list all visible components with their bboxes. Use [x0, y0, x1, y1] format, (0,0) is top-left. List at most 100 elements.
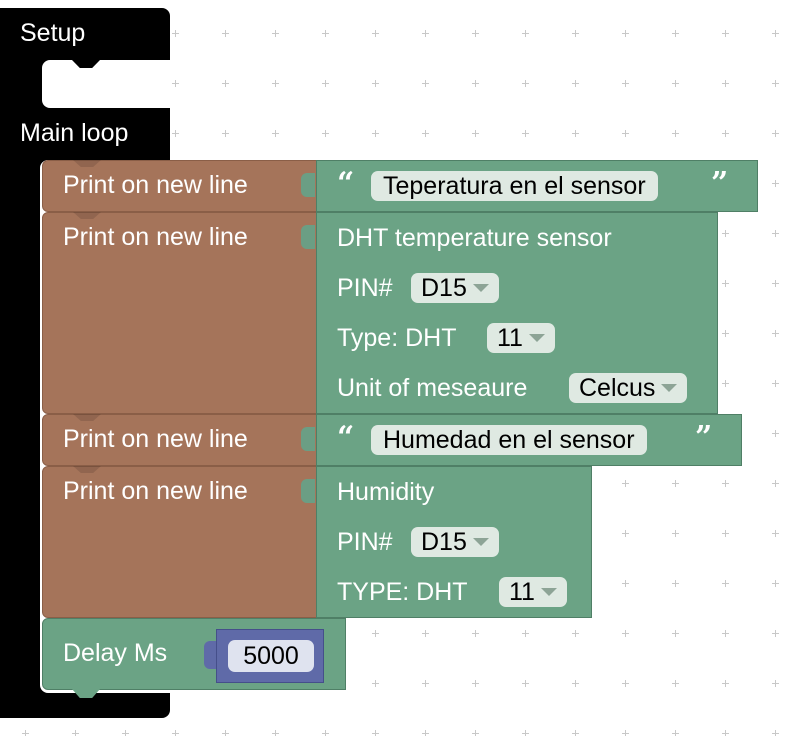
- grid-cross: [72, 730, 79, 736]
- setup-label: Setup: [20, 19, 86, 47]
- grid-cross: [722, 680, 729, 687]
- grid-cross: [772, 430, 779, 437]
- grid-cross: [772, 680, 779, 687]
- humidity-sensor-block[interactable]: Humidity PIN# D15 TYPE: DHT 11: [316, 466, 592, 618]
- string-block[interactable]: “ Humedad en el sensor ”: [316, 414, 742, 466]
- print-block[interactable]: Print on new line: [42, 466, 318, 618]
- type-value: 11: [497, 324, 523, 352]
- grid-cross: [572, 130, 579, 137]
- print-block[interactable]: Print on new line: [42, 160, 318, 212]
- grid-cross: [472, 80, 479, 87]
- grid-cross: [672, 530, 679, 537]
- grid-cross: [572, 680, 579, 687]
- grid-cross: [722, 80, 729, 87]
- grid-cross: [722, 630, 729, 637]
- print-block[interactable]: Print on new line: [42, 212, 318, 414]
- grid-cross: [722, 130, 729, 137]
- pin-label: PIN#: [337, 528, 393, 556]
- grid-cross: [672, 630, 679, 637]
- type-label: Type: DHT: [337, 324, 457, 352]
- grid-cross: [772, 330, 779, 337]
- grid-cross: [722, 530, 729, 537]
- grid-cross: [322, 130, 329, 137]
- unit-dropdown[interactable]: Celcus: [569, 373, 688, 403]
- grid-cross: [572, 30, 579, 37]
- grid-cross: [622, 80, 629, 87]
- close-quote-icon: ”: [711, 166, 729, 201]
- grid-cross: [222, 80, 229, 87]
- sensor-title: Humidity: [337, 478, 435, 506]
- string-field[interactable]: Humedad en el sensor: [371, 425, 647, 455]
- grid-cross: [772, 380, 779, 387]
- grid-cross: [372, 30, 379, 37]
- grid-cross: [472, 30, 479, 37]
- type-dropdown[interactable]: 11: [487, 323, 555, 353]
- grid-cross: [772, 480, 779, 487]
- grid-cross: [772, 730, 779, 736]
- grid-cross: [722, 580, 729, 587]
- grid-cross: [172, 730, 179, 736]
- value-input-connector: [204, 641, 218, 669]
- grid-cross: [672, 730, 679, 736]
- unit-value: Celcus: [579, 374, 656, 402]
- print-label: Print on new line: [63, 171, 248, 199]
- grid-cross: [372, 680, 379, 687]
- open-quote-icon: “: [337, 166, 355, 201]
- pin-dropdown[interactable]: D15: [411, 527, 499, 557]
- dht-temperature-sensor-block[interactable]: DHT temperature sensor PIN# D15 Type: DH…: [316, 212, 718, 414]
- grid-cross: [272, 130, 279, 137]
- delay-ms-field[interactable]: 5000: [228, 640, 314, 672]
- chevron-down-icon: [540, 588, 557, 596]
- grid-cross: [522, 630, 529, 637]
- block-notch: [73, 160, 101, 167]
- grid-cross: [572, 730, 579, 736]
- grid-cross: [622, 630, 629, 637]
- setup-statement-slot: [42, 60, 172, 108]
- grid-cross: [422, 130, 429, 137]
- grid-cross: [772, 630, 779, 637]
- grid-cross: [772, 130, 779, 137]
- print-label: Print on new line: [63, 477, 248, 505]
- grid-cross: [772, 580, 779, 587]
- grid-cross: [472, 130, 479, 137]
- print-label: Print on new line: [63, 425, 248, 453]
- grid-cross: [172, 80, 179, 87]
- pin-dropdown[interactable]: D15: [411, 273, 499, 303]
- print-block[interactable]: Print on new line: [42, 414, 318, 466]
- grid-cross: [222, 730, 229, 736]
- grid-cross: [272, 80, 279, 87]
- grid-cross: [322, 730, 329, 736]
- chevron-down-icon: [528, 334, 545, 342]
- grid-cross: [722, 330, 729, 337]
- value-input-connector: [301, 225, 315, 249]
- type-label: TYPE: DHT: [337, 578, 468, 606]
- grid-cross: [722, 280, 729, 287]
- type-value: 11: [509, 578, 535, 606]
- pin-value: D15: [421, 274, 467, 302]
- grid-cross: [722, 230, 729, 237]
- grid-cross: [372, 630, 379, 637]
- grid-cross: [722, 480, 729, 487]
- grid-cross: [122, 730, 129, 736]
- grid-cross: [722, 380, 729, 387]
- grid-cross: [422, 680, 429, 687]
- grid-cross: [522, 130, 529, 137]
- delay-label: Delay Ms: [63, 639, 168, 667]
- grid-cross: [622, 730, 629, 736]
- grid-cross: [472, 680, 479, 687]
- grid-cross: [672, 130, 679, 137]
- grid-cross: [772, 180, 779, 187]
- setup-slot-notch: [72, 60, 100, 68]
- string-block[interactable]: “ Teperatura en el sensor ”: [316, 160, 758, 212]
- value-input-connector: [301, 479, 315, 503]
- grid-cross: [322, 30, 329, 37]
- type-dropdown[interactable]: 11: [499, 577, 567, 607]
- string-field[interactable]: Teperatura en el sensor: [371, 171, 658, 201]
- sensor-title: DHT temperature sensor: [337, 224, 612, 252]
- chevron-down-icon: [472, 538, 489, 546]
- grid-cross: [422, 730, 429, 736]
- grid-cross: [222, 130, 229, 137]
- grid-cross: [772, 530, 779, 537]
- pin-value: D15: [421, 528, 467, 556]
